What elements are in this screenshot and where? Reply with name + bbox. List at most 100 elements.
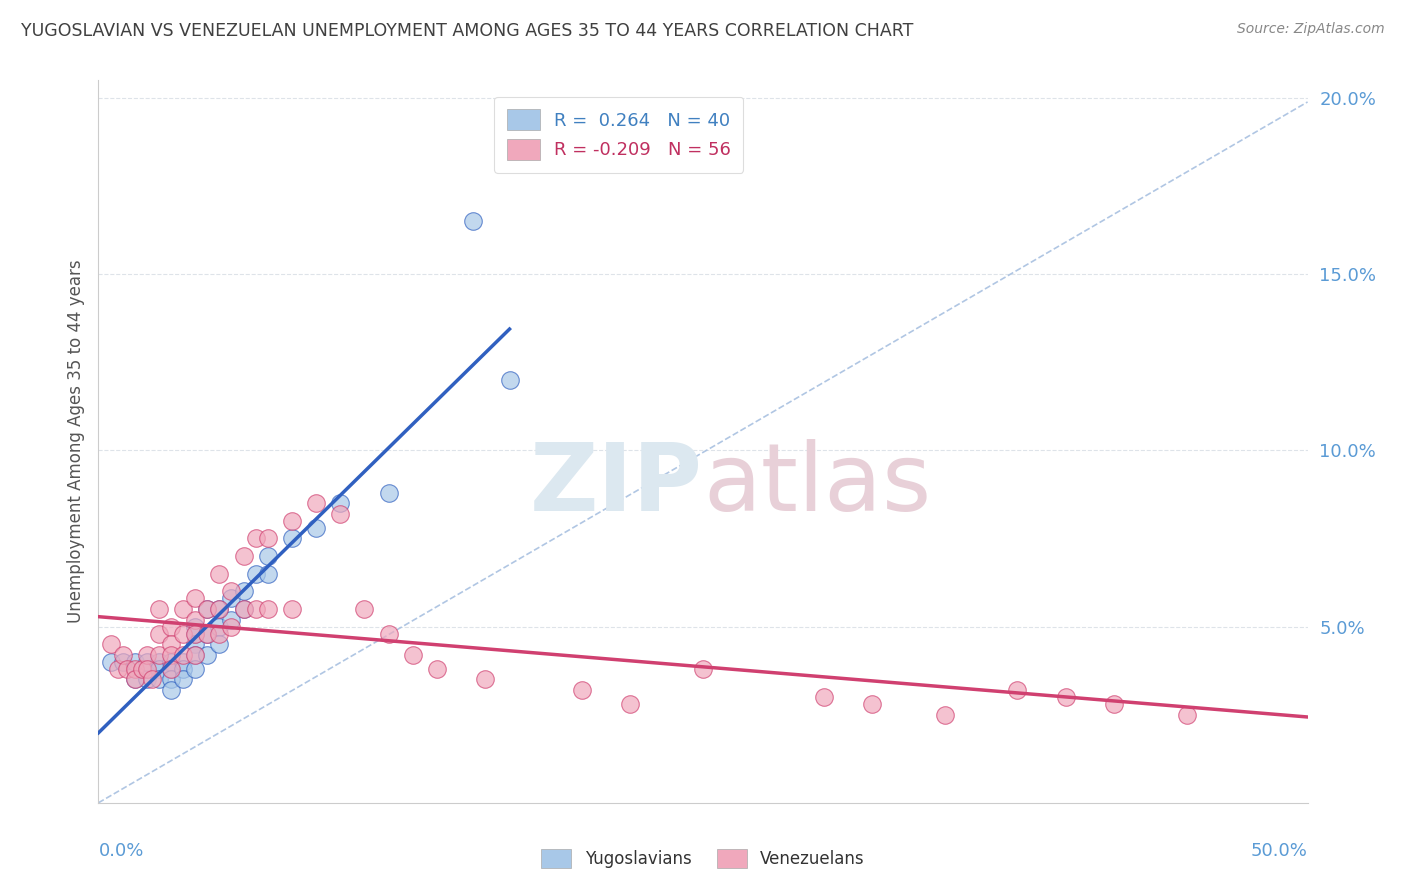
- Point: [148, 648, 170, 662]
- Point: [172, 673, 194, 687]
- Point: [498, 373, 520, 387]
- Point: [184, 626, 207, 640]
- Point: [208, 637, 231, 651]
- Text: 0.0%: 0.0%: [98, 842, 143, 860]
- Point: [221, 619, 243, 633]
- Point: [148, 655, 170, 669]
- Text: atlas: atlas: [703, 439, 931, 531]
- Point: [232, 602, 254, 616]
- Point: [160, 673, 183, 687]
- Point: [160, 655, 183, 669]
- Point: [160, 637, 183, 651]
- Text: ZIP: ZIP: [530, 439, 703, 531]
- Point: [245, 566, 267, 581]
- Point: [256, 602, 278, 616]
- Point: [221, 584, 243, 599]
- Point: [160, 683, 183, 698]
- Point: [305, 521, 328, 535]
- Point: [107, 662, 129, 676]
- Point: [184, 613, 207, 627]
- Point: [184, 626, 207, 640]
- Point: [256, 566, 278, 581]
- Point: [208, 602, 231, 616]
- Point: [208, 619, 231, 633]
- Point: [619, 697, 641, 711]
- Point: [208, 566, 231, 581]
- Point: [692, 662, 714, 676]
- Point: [124, 655, 146, 669]
- Point: [1007, 683, 1029, 698]
- Point: [124, 673, 146, 687]
- Point: [195, 602, 218, 616]
- Point: [813, 690, 835, 704]
- Point: [172, 655, 194, 669]
- Point: [195, 648, 218, 662]
- Point: [148, 662, 170, 676]
- Point: [111, 655, 134, 669]
- Point: [463, 214, 485, 228]
- Point: [221, 591, 243, 606]
- Point: [172, 662, 194, 676]
- Point: [131, 662, 153, 676]
- Point: [117, 662, 139, 676]
- Legend: Yugoslavians, Venezuelans: Yugoslavians, Venezuelans: [534, 842, 872, 875]
- Point: [232, 549, 254, 563]
- Point: [281, 532, 304, 546]
- Point: [148, 602, 170, 616]
- Point: [402, 648, 425, 662]
- Point: [160, 662, 183, 676]
- Text: Source: ZipAtlas.com: Source: ZipAtlas.com: [1237, 22, 1385, 37]
- Point: [184, 619, 207, 633]
- Point: [474, 673, 496, 687]
- Point: [100, 637, 122, 651]
- Point: [329, 507, 352, 521]
- Point: [184, 648, 207, 662]
- Point: [377, 485, 399, 500]
- Legend: R =  0.264   N = 40, R = -0.209   N = 56: R = 0.264 N = 40, R = -0.209 N = 56: [495, 96, 744, 172]
- Text: 50.0%: 50.0%: [1251, 842, 1308, 860]
- Point: [353, 602, 375, 616]
- Point: [256, 532, 278, 546]
- Point: [1102, 697, 1125, 711]
- Point: [256, 549, 278, 563]
- Point: [232, 602, 254, 616]
- Point: [208, 602, 231, 616]
- Point: [135, 648, 157, 662]
- Point: [329, 496, 352, 510]
- Point: [172, 626, 194, 640]
- Point: [184, 662, 207, 676]
- Point: [208, 626, 231, 640]
- Point: [221, 613, 243, 627]
- Point: [135, 655, 157, 669]
- Point: [124, 673, 146, 687]
- Point: [195, 602, 218, 616]
- Point: [232, 584, 254, 599]
- Point: [281, 514, 304, 528]
- Point: [860, 697, 883, 711]
- Point: [305, 496, 328, 510]
- Point: [160, 662, 183, 676]
- Y-axis label: Unemployment Among Ages 35 to 44 years: Unemployment Among Ages 35 to 44 years: [66, 260, 84, 624]
- Point: [124, 662, 146, 676]
- Point: [571, 683, 593, 698]
- Point: [195, 626, 218, 640]
- Point: [184, 637, 207, 651]
- Point: [281, 602, 304, 616]
- Point: [377, 626, 399, 640]
- Point: [148, 673, 170, 687]
- Point: [141, 673, 163, 687]
- Point: [135, 662, 157, 676]
- Point: [1054, 690, 1077, 704]
- Point: [245, 532, 267, 546]
- Point: [100, 655, 122, 669]
- Point: [172, 602, 194, 616]
- Point: [184, 648, 207, 662]
- Point: [160, 619, 183, 633]
- Point: [245, 602, 267, 616]
- Point: [160, 648, 183, 662]
- Point: [135, 673, 157, 687]
- Point: [184, 591, 207, 606]
- Point: [426, 662, 449, 676]
- Point: [172, 648, 194, 662]
- Text: YUGOSLAVIAN VS VENEZUELAN UNEMPLOYMENT AMONG AGES 35 TO 44 YEARS CORRELATION CHA: YUGOSLAVIAN VS VENEZUELAN UNEMPLOYMENT A…: [21, 22, 914, 40]
